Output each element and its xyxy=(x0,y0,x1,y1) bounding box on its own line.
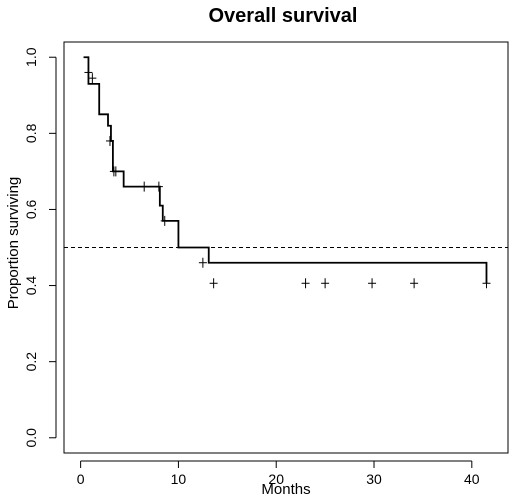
y-tick-label: 0.6 xyxy=(23,200,39,220)
survival-step-line xyxy=(83,56,488,284)
x-tick-label: 0 xyxy=(77,471,85,487)
y-tick-label: 1.0 xyxy=(23,47,39,67)
censor-marks xyxy=(84,67,491,289)
x-axis-label: Months xyxy=(261,481,310,498)
y-tick-label: 0.4 xyxy=(23,276,39,296)
y-tick-label: 0.8 xyxy=(23,123,39,143)
y-tick-label: 0.0 xyxy=(23,428,39,448)
x-tick-label: 30 xyxy=(366,471,382,487)
x-tick-label: 20 xyxy=(268,471,284,487)
x-tick-label: 40 xyxy=(464,471,480,487)
axes: 0 10 20 30 40 0.0 0.2 0.4 0.6 0.8 1.0 xyxy=(23,41,509,487)
y-axis-label: Proportion surviving xyxy=(5,177,22,310)
x-tick-label: 10 xyxy=(171,471,187,487)
chart-title: Overall survival xyxy=(209,5,358,27)
y-tick-label: 0.2 xyxy=(23,352,39,372)
survival-curve xyxy=(83,56,488,284)
